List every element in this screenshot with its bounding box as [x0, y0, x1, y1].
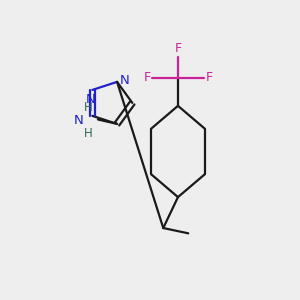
Text: F: F [174, 42, 182, 55]
Text: F: F [206, 71, 212, 84]
Text: H: H [84, 127, 93, 140]
Text: N: N [86, 93, 96, 106]
Text: F: F [143, 71, 151, 84]
Text: N: N [120, 74, 130, 87]
Text: H: H [84, 100, 93, 114]
Text: N: N [74, 114, 83, 127]
